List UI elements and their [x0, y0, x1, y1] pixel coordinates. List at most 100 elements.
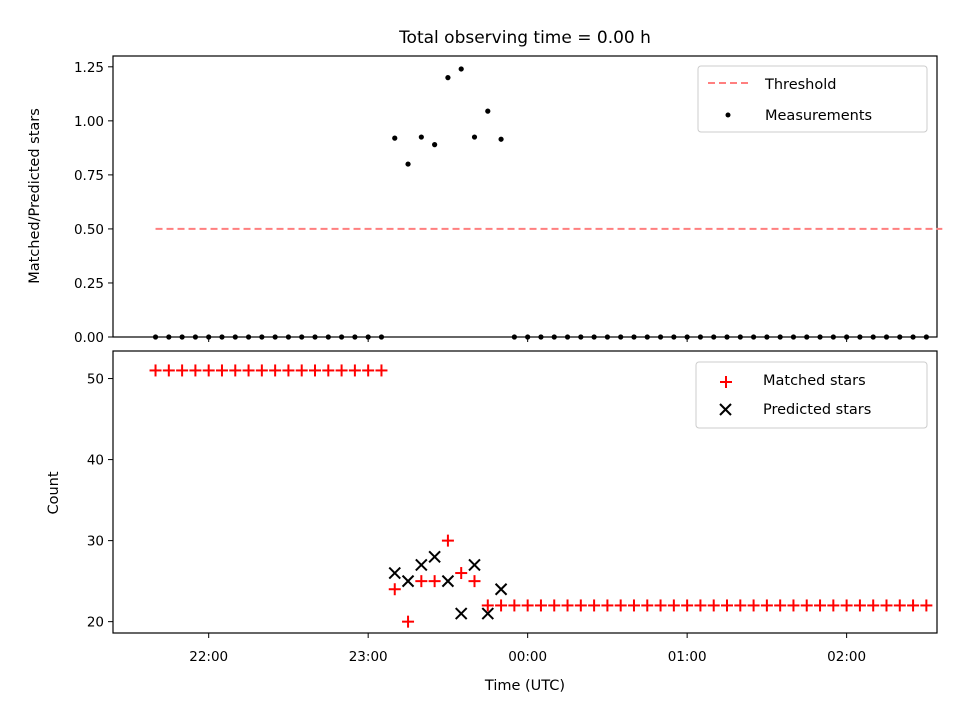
matched-star-point	[853, 599, 866, 612]
matched-star-point	[561, 599, 574, 612]
measurement-point	[724, 334, 730, 340]
matched-star-point	[229, 364, 242, 377]
measurement-point	[897, 334, 903, 340]
bottom-y-ticks: 20 30 40 50	[87, 372, 113, 631]
measurement-point	[817, 334, 823, 340]
matched-star-point	[827, 599, 840, 612]
measurement-point	[179, 334, 185, 340]
measurement-point	[644, 334, 650, 340]
measurement-point	[777, 334, 783, 340]
matched-star-point	[295, 364, 308, 377]
measurement-point	[378, 334, 385, 340]
y-tick-label: 0.50	[74, 222, 104, 238]
matched-star-point	[309, 364, 322, 377]
measurement-point	[206, 334, 212, 340]
measurement-point	[684, 334, 690, 340]
measurement-point	[432, 142, 438, 148]
matched-star-point	[282, 364, 295, 377]
matched-star-point	[907, 599, 920, 612]
matched-star-point	[388, 583, 401, 596]
matched-star-point	[215, 364, 228, 377]
matched-star-point	[814, 599, 827, 612]
matched-star-point	[348, 364, 361, 377]
matched-star-point	[800, 599, 813, 612]
matched-star-point	[880, 599, 893, 612]
matched-star-point	[760, 599, 773, 612]
measurement-point	[604, 334, 611, 340]
measurement-point	[458, 66, 464, 72]
top-plot-marks	[152, 66, 943, 340]
measurement-point	[325, 334, 331, 340]
legend-measurements-swatch	[725, 112, 731, 118]
top-y-ticks: 0.00 0.25 0.50 0.75 1.00 1.25	[74, 60, 113, 346]
predicted-star-point	[494, 583, 508, 596]
measurement-point	[418, 134, 424, 140]
measurement-point	[525, 334, 531, 340]
legend-measurements-label: Measurements	[765, 108, 872, 124]
measurement-point	[804, 334, 810, 340]
y-tick-label: 1.25	[74, 60, 104, 76]
bottom-axes-frame	[112, 350, 938, 634]
matched-star-point	[269, 364, 282, 377]
matched-star-point	[455, 567, 468, 580]
x-tick-label: 02:00	[827, 649, 866, 665]
y-tick-label: 20	[87, 615, 104, 631]
matched-star-point	[840, 599, 853, 612]
measurement-point	[152, 334, 159, 340]
measurement-point	[618, 334, 624, 340]
measurement-point	[405, 161, 411, 167]
y-tick-label: 40	[87, 453, 104, 469]
measurement-point	[312, 334, 318, 340]
measurement-point	[511, 334, 517, 340]
x-tick-label: 00:00	[508, 649, 547, 665]
matched-star-point	[322, 364, 335, 377]
top-axes-frame	[112, 55, 938, 338]
measurement-point	[790, 334, 797, 340]
x-tick-label: 23:00	[349, 649, 388, 665]
measurement-point	[923, 334, 929, 340]
matched-star-point	[747, 599, 760, 612]
bottom-x-ticks: 22:00 23:00 00:00 01:00 02:00	[189, 633, 866, 665]
measurement-point	[737, 334, 743, 340]
matched-star-point	[787, 599, 800, 612]
matched-star-point	[774, 599, 787, 612]
matched-star-point	[149, 364, 162, 377]
measurement-point	[631, 334, 637, 340]
matched-star-point	[441, 534, 454, 547]
matched-star-point	[202, 364, 215, 377]
measurement-point	[711, 334, 717, 340]
measurement-point	[564, 334, 571, 340]
measurement-point	[750, 334, 757, 340]
matched-star-point	[415, 575, 428, 588]
top-legend: Threshold Measurements	[697, 65, 928, 133]
predicted-star-point	[454, 607, 468, 620]
measurement-point	[166, 334, 172, 340]
y-tick-label: 0.25	[74, 276, 104, 292]
matched-star-point	[641, 599, 654, 612]
measurement-point	[272, 334, 278, 340]
measurement-point	[219, 334, 225, 340]
measurement-point	[830, 334, 836, 340]
measurement-point	[485, 108, 491, 114]
measurement-point	[538, 334, 544, 340]
matched-star-point	[601, 599, 614, 612]
x-tick-label: 22:00	[189, 649, 228, 665]
matched-star-point	[508, 599, 521, 612]
measurement-point	[671, 334, 677, 340]
measurement-point	[764, 334, 770, 340]
matched-star-point	[362, 364, 375, 377]
matched-star-point	[495, 599, 508, 612]
measurement-point	[857, 334, 863, 340]
y-tick-label: 30	[87, 534, 104, 550]
measurement-point	[844, 334, 850, 340]
matched-star-point	[428, 575, 441, 588]
measurement-point	[245, 334, 252, 340]
y-tick-label: 0.75	[74, 168, 104, 184]
legend-matched-label: Matched stars	[763, 373, 866, 389]
predicted-star-point	[401, 574, 415, 588]
bottom-legend: Matched stars Predicted stars	[695, 361, 928, 429]
top-legend-box	[697, 65, 928, 133]
bottom-legend-box	[695, 361, 928, 429]
measurement-point	[352, 334, 358, 340]
matched-star-point	[734, 599, 747, 612]
